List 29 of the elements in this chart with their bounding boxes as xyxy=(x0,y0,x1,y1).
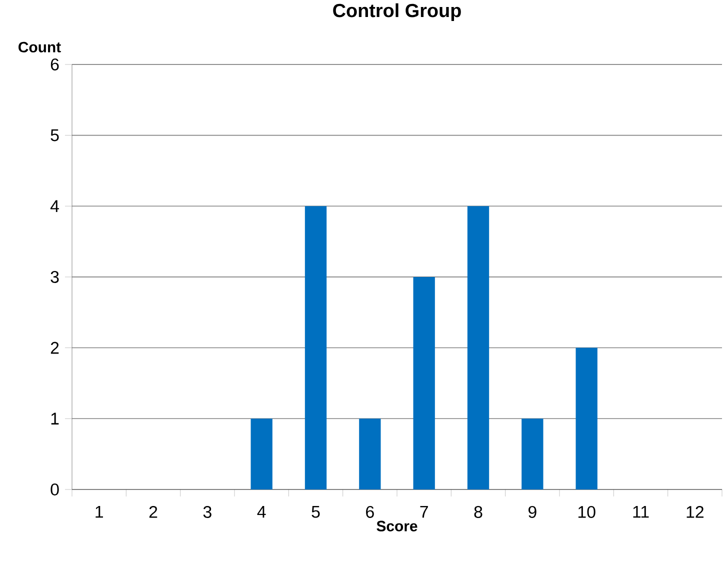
y-tick-label: 5 xyxy=(50,129,59,141)
x-tick-label: 1 xyxy=(96,506,103,518)
x-tick-label: 12 xyxy=(686,506,704,518)
y-tick-label: 0 xyxy=(50,483,59,496)
x-tick-label: 9 xyxy=(528,506,536,518)
y-tick-label: 1 xyxy=(51,412,59,424)
chart-title: Control Group xyxy=(333,3,461,21)
y-tick-label: 3 xyxy=(50,270,59,283)
x-tick-label: 4 xyxy=(257,506,266,518)
y-axis-title: Count xyxy=(18,42,61,52)
bar xyxy=(304,206,327,490)
bar xyxy=(250,418,272,490)
bar xyxy=(413,276,435,490)
y-tick-label: 6 xyxy=(50,58,59,70)
x-tick-label: 10 xyxy=(578,506,596,518)
x-tick-label: 8 xyxy=(474,506,482,518)
bar xyxy=(359,418,381,490)
x-tick-label: 5 xyxy=(312,506,320,518)
x-tick-label: 11 xyxy=(633,506,649,518)
x-tick-label: 6 xyxy=(366,506,374,518)
bar xyxy=(522,418,544,490)
bar xyxy=(467,206,490,490)
x-axis-title: Score xyxy=(376,520,418,532)
y-tick-label: 2 xyxy=(50,342,59,354)
x-tick-label: 2 xyxy=(149,506,158,518)
x-tick-label: 7 xyxy=(420,506,428,518)
y-tick-label: 4 xyxy=(50,200,59,212)
bar xyxy=(576,348,598,490)
x-tick-label: 3 xyxy=(203,506,212,518)
